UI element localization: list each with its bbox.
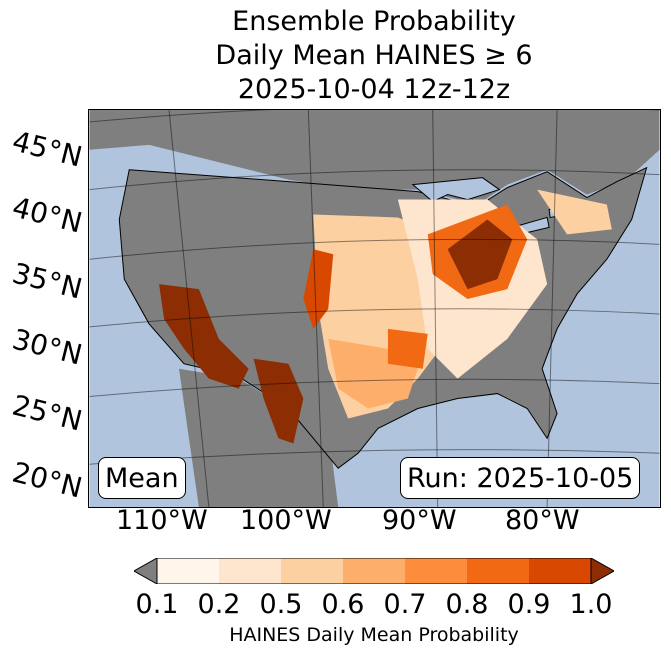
canada-land (89, 110, 660, 205)
title-line-1: Ensemble Probability (232, 6, 516, 37)
colorbar-over-arrow (590, 558, 614, 584)
colorbar-segment (219, 558, 282, 584)
title-line-3: 2025-10-04 12z-12z (237, 74, 511, 105)
colorbar-segment (405, 558, 468, 584)
lon-label-90: 90°W (382, 505, 457, 536)
colorbar-tick-0.6: 0.6 (321, 589, 365, 620)
colorbar-segment (281, 558, 344, 584)
colorbar-under-arrow (134, 558, 158, 584)
colorbar-tick-0.2: 0.2 (197, 589, 241, 620)
colorbar-tick-0.9: 0.9 (507, 589, 551, 620)
colorbar-segment (157, 558, 220, 584)
prob-arklatex (387, 328, 428, 369)
colorbar-tick-0.1: 0.1 (135, 589, 179, 620)
graticule (89, 110, 660, 507)
lon-label-80: 80°W (505, 505, 580, 536)
lat-label-30: 30°N (9, 322, 86, 372)
lat-label-20: 20°N (9, 455, 86, 505)
colorbar-segment (467, 558, 530, 584)
colorbar-segments (157, 558, 592, 584)
colorbar (134, 558, 614, 584)
mexico-land (178, 368, 339, 507)
title-line-2: Daily Mean HAINES ≥ 6 (215, 40, 533, 71)
colorbar-segment (529, 558, 592, 584)
colorbar-tick-0.5: 0.5 (259, 589, 303, 620)
colorbar-segment (343, 558, 406, 584)
run-date-box: Run: 2025-10-05 (400, 457, 641, 499)
lon-label-110: 110°W (116, 505, 208, 536)
prob-rockies (303, 249, 334, 329)
lat-label-25: 25°N (9, 388, 86, 438)
colorbar-label: HAINES Daily Mean Probability (229, 624, 519, 646)
colorbar-outline (156, 558, 592, 584)
lon-label-100: 100°W (240, 505, 332, 536)
lat-label-45: 45°N (9, 124, 86, 174)
prob-southwest (159, 284, 249, 389)
prob-new-mexico (253, 358, 304, 444)
colorbar-tick-0.8: 0.8 (445, 589, 489, 620)
prob-ohio-core (447, 219, 513, 290)
colorbar-tick-0.7: 0.7 (383, 589, 427, 620)
colorbar-tick-1.0: 1.0 (569, 589, 613, 620)
prob-northeast (537, 189, 612, 235)
lat-label-35: 35°N (9, 256, 86, 306)
statistic-box: Mean (98, 457, 186, 499)
lat-label-40: 40°N (9, 190, 86, 240)
probability-map (88, 109, 661, 508)
